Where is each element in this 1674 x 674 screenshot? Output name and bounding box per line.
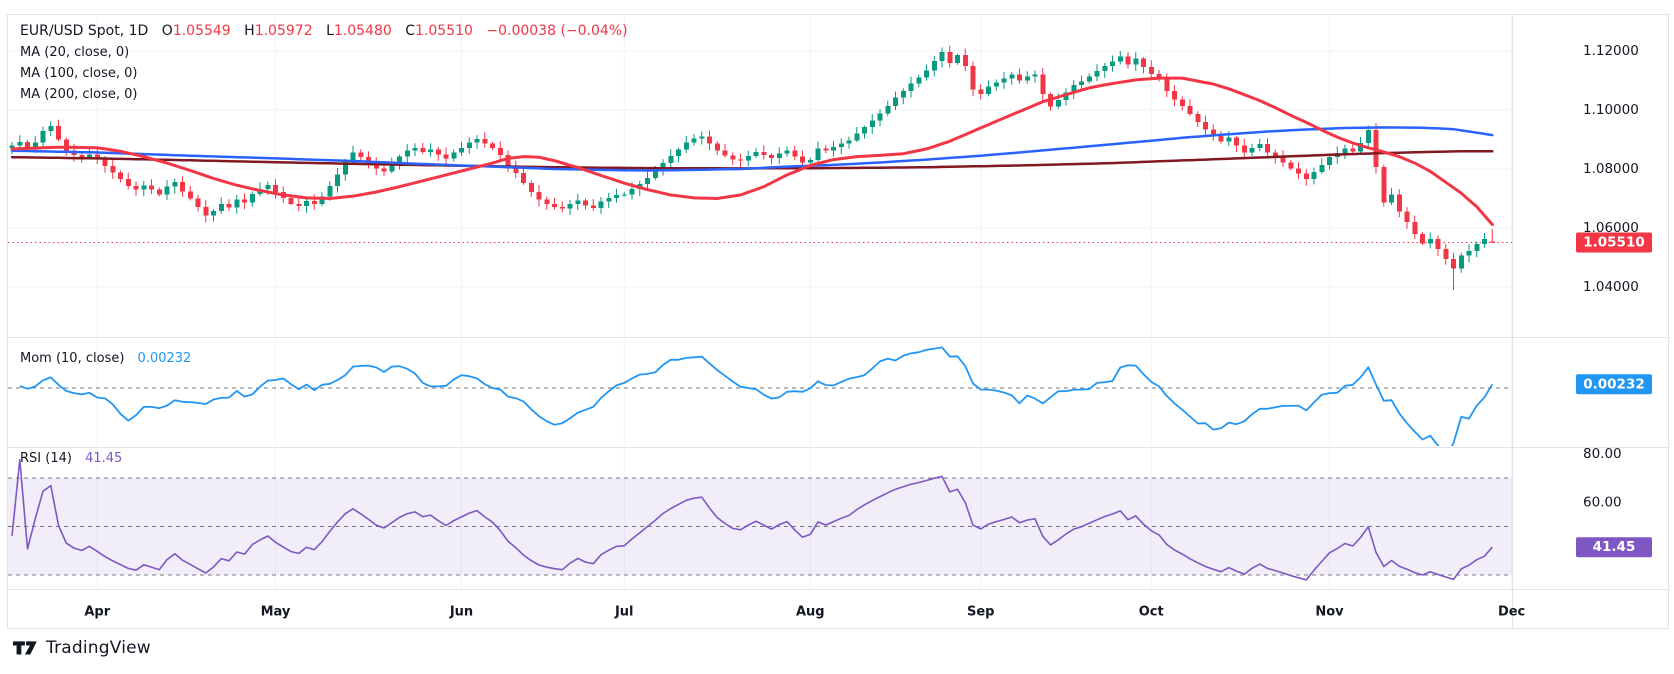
momentum-legend[interactable]: Mom (10, close) 0.00232: [20, 348, 191, 369]
svg-text:May: May: [261, 605, 291, 620]
ma200-legend-row[interactable]: MA (200, close, 0): [20, 84, 628, 105]
svg-text:1.10000: 1.10000: [1583, 102, 1639, 118]
tradingview-logo-icon: [13, 640, 37, 654]
ohlc-close-value: 1.05510: [415, 23, 473, 39]
ohlc-low-label: L: [326, 23, 334, 39]
ohlc-low-value: 1.05480: [333, 23, 392, 39]
ohlc-change-value: −0.00038 (−0.04%): [486, 23, 628, 39]
svg-text:Dec: Dec: [1498, 605, 1525, 620]
rsi-value-badge: 41.45: [1576, 537, 1652, 558]
gridlines: [8, 15, 1513, 589]
ma100-line: [10, 126, 1494, 172]
ma200-legend-label: MA (200, close, 0): [20, 87, 138, 102]
last-price-badge: 1.05510: [1576, 232, 1652, 253]
svg-text:1.12000: 1.12000: [1583, 43, 1639, 59]
svg-text:1.08000: 1.08000: [1583, 161, 1639, 177]
rsi-axis-label: 60.00: [1583, 494, 1622, 510]
ma100-legend-label: MA (100, close, 0): [20, 66, 138, 81]
rsi-line: [11, 459, 1493, 581]
ohlc-open-label: O: [161, 23, 173, 39]
ohlc-high-value: 1.05972: [254, 23, 313, 39]
rsi-legend-label: RSI (14): [20, 451, 72, 466]
ohlc-high-label: H: [244, 23, 255, 39]
momentum-value-badge: 0.00232: [1576, 374, 1652, 395]
ma20-legend-row[interactable]: MA (20, close, 0): [20, 42, 628, 63]
svg-text:Sep: Sep: [967, 605, 995, 620]
momentum-line: [19, 346, 1494, 446]
symbol-legend-row[interactable]: EUR/USD Spot, 1D O1.05549 H1.05972 L1.05…: [20, 21, 628, 42]
svg-text:Jun: Jun: [449, 605, 473, 620]
main-legend: EUR/USD Spot, 1D O1.05549 H1.05972 L1.05…: [20, 21, 628, 105]
tradingview-brand-text: TradingView: [46, 638, 151, 658]
svg-text:1.04000: 1.04000: [1583, 279, 1639, 295]
ohlc-open-value: 1.05549: [172, 23, 231, 39]
svg-text:Nov: Nov: [1315, 605, 1344, 620]
svg-text:41.45: 41.45: [1593, 539, 1636, 555]
momentum-legend-label: Mom (10, close): [20, 351, 125, 366]
svg-text:Apr: Apr: [84, 605, 110, 620]
svg-text:Oct: Oct: [1139, 605, 1164, 620]
ma20-legend-label: MA (20, close, 0): [20, 45, 130, 60]
ohlc-close-label: C: [405, 23, 416, 39]
rsi-axis-label: 80.00: [1583, 446, 1622, 462]
time-axis[interactable]: Apr May Jun Jul Aug Sep Oct Nov Dec: [84, 605, 1525, 620]
ma20-line: [10, 76, 1494, 226]
pane-dividers: [7, 337, 1669, 590]
svg-text:Aug: Aug: [796, 605, 825, 620]
rsi-legend[interactable]: RSI (14) 41.45: [20, 448, 122, 469]
symbol-title: EUR/USD Spot, 1D: [20, 23, 149, 39]
ma100-legend-row[interactable]: MA (100, close, 0): [20, 63, 628, 84]
tradingview-logo-link[interactable]: TradingView: [13, 638, 151, 658]
momentum-legend-value: 0.00232: [137, 351, 192, 366]
svg-text:0.00232: 0.00232: [1583, 376, 1645, 392]
candlestick-series: [9, 45, 1495, 290]
svg-text:1.05510: 1.05510: [1583, 234, 1645, 250]
svg-text:Jul: Jul: [614, 605, 634, 620]
widget-border: [7, 14, 1669, 629]
rsi-legend-value: 41.45: [85, 451, 123, 466]
svg-text:1.06000: 1.06000: [1583, 220, 1639, 236]
price-axis[interactable]: 1.12000 1.10000 1.08000 1.06000 1.04000: [1583, 43, 1639, 295]
